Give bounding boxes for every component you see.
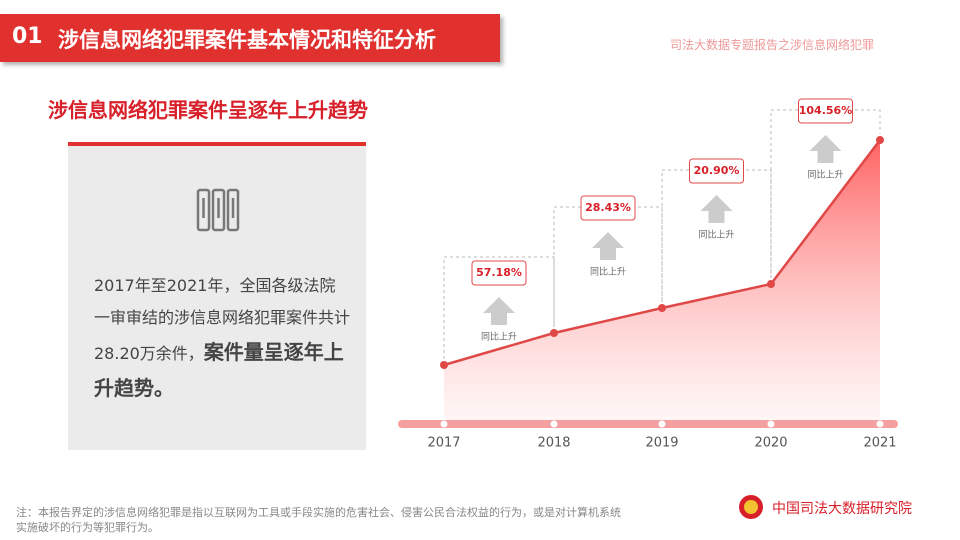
up-arrow: [592, 232, 624, 260]
x-tick-label: 2019: [645, 436, 678, 451]
growth-label: 57.18%: [476, 266, 522, 279]
point: [440, 361, 448, 369]
up-arrow: [700, 195, 733, 223]
growth-caption: 同比上升: [807, 169, 843, 181]
growth-box: [798, 98, 853, 124]
header-bar: [0, 14, 500, 62]
bracket: [443, 256, 555, 359]
report-name: 司法大数据专题报告之涉信息网络犯罪: [670, 38, 875, 52]
section-title: 涉信息网络犯罪案件呈逐年上升趋势: [48, 98, 368, 122]
card: [68, 142, 366, 450]
area: [444, 140, 880, 425]
x-tick-label: 2018: [537, 436, 570, 451]
growth-label: 20.90%: [694, 164, 740, 177]
logo: [739, 495, 763, 519]
timeline-dot: [440, 420, 448, 428]
org-name: 中国司法大数据研究院: [772, 501, 912, 517]
point: [550, 329, 558, 337]
growth-caption: 同比上升: [590, 266, 626, 278]
growth-box: [689, 158, 744, 184]
growth-box: [580, 195, 636, 221]
growth-caption: 同比上升: [481, 331, 517, 343]
up-arrow: [483, 297, 515, 325]
growth-caption: 同比上升: [698, 229, 734, 241]
growth-label: 28.43%: [585, 201, 631, 214]
timeline: [398, 420, 898, 428]
header-title: 涉信息网络犯罪案件基本情况和特征分析: [58, 28, 436, 52]
x-tick-label: 2021: [863, 436, 896, 451]
timeline-dot: [550, 420, 558, 428]
growth-box: [471, 260, 527, 286]
x-tick-label: 2020: [754, 436, 787, 451]
point: [876, 136, 884, 144]
header-number: 01: [12, 24, 43, 49]
card-text-box: 2017年至2021年，全国各级法院一审审结的涉信息网络犯罪案件共计28.20万…: [94, 270, 350, 406]
timeline-dot: [658, 420, 666, 428]
card-text: 2017年至2021年，全国各级法院一审审结的涉信息网络犯罪案件共计28.20万…: [94, 276, 351, 363]
growth-label: 104.56%: [799, 104, 852, 117]
up-arrow: [809, 135, 842, 163]
card-emphasis: 案件量呈逐年上升趋势。: [94, 340, 344, 400]
icon: [196, 188, 240, 232]
point: [767, 280, 775, 288]
footnote: 注：本报告界定的涉信息网络犯罪是指以互联网为工具或手段实施的危害社会、侵害公民合…: [16, 506, 621, 534]
timeline-dot: [876, 420, 884, 428]
timeline-dot: [767, 420, 775, 428]
point: [658, 304, 666, 312]
x-tick-label: 2017: [427, 436, 460, 451]
